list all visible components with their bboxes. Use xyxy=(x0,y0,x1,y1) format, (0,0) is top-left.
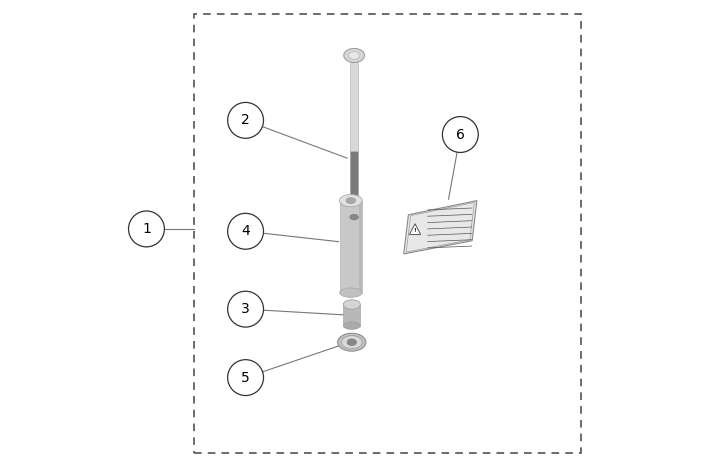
Bar xyxy=(339,201,362,293)
Polygon shape xyxy=(409,224,421,235)
Text: 3: 3 xyxy=(241,302,250,316)
Circle shape xyxy=(128,211,165,247)
Bar xyxy=(343,304,360,326)
Bar xyxy=(350,151,359,217)
Text: 4: 4 xyxy=(241,224,250,238)
Circle shape xyxy=(442,117,478,152)
Circle shape xyxy=(227,102,264,138)
Ellipse shape xyxy=(343,300,360,309)
Ellipse shape xyxy=(349,51,360,59)
Ellipse shape xyxy=(339,194,362,207)
Ellipse shape xyxy=(338,333,366,351)
Bar xyxy=(359,201,362,293)
Ellipse shape xyxy=(346,198,356,203)
Ellipse shape xyxy=(343,322,360,329)
Ellipse shape xyxy=(339,288,362,297)
Circle shape xyxy=(227,360,264,396)
Text: !: ! xyxy=(414,228,416,233)
Text: 2: 2 xyxy=(241,113,250,127)
Text: 5: 5 xyxy=(241,371,250,385)
Circle shape xyxy=(227,213,264,249)
Ellipse shape xyxy=(342,336,362,349)
Ellipse shape xyxy=(350,214,359,220)
Bar xyxy=(350,59,359,151)
Text: 1: 1 xyxy=(142,222,151,236)
Ellipse shape xyxy=(347,339,356,346)
Ellipse shape xyxy=(344,49,364,63)
Polygon shape xyxy=(404,201,477,254)
Text: 6: 6 xyxy=(456,127,465,142)
Circle shape xyxy=(227,291,264,327)
